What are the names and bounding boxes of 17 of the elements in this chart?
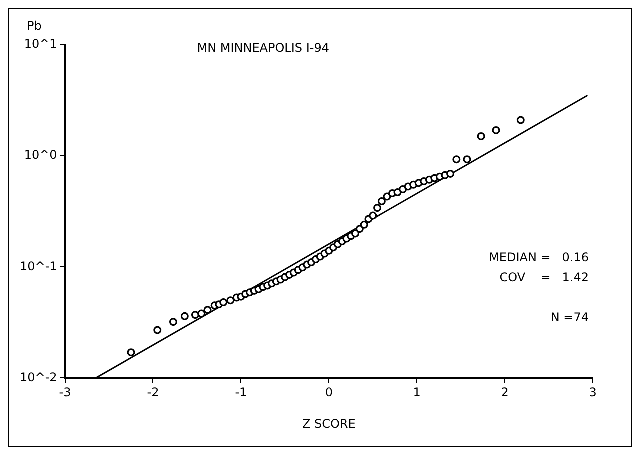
y-tick-label: 10^-1 (20, 259, 58, 274)
y-tick-label: 10^1 (24, 37, 58, 52)
y-tick-label: 10^0 (24, 148, 58, 162)
x-tick-label: 2 (501, 386, 509, 400)
annotation: COV = 1.42 (500, 270, 589, 284)
x-tick-label: -3 (59, 386, 72, 400)
chart-title: MN MINNEAPOLIS I-94 (197, 41, 330, 56)
annotation: N =74 (550, 310, 589, 324)
x-axis-title: Z SCORE (302, 416, 356, 431)
x-tick-label: 1 (413, 386, 421, 400)
x-tick-label: -1 (235, 386, 248, 400)
x-tick-label: -2 (147, 386, 160, 400)
x-tick-label: 0 (325, 386, 333, 400)
annotation: MEDIAN = 0.16 (489, 250, 589, 264)
y-axis-title: Pb (27, 19, 42, 34)
y-tick-label: 10^-2 (20, 370, 58, 384)
x-tick-label: 3 (589, 386, 597, 400)
